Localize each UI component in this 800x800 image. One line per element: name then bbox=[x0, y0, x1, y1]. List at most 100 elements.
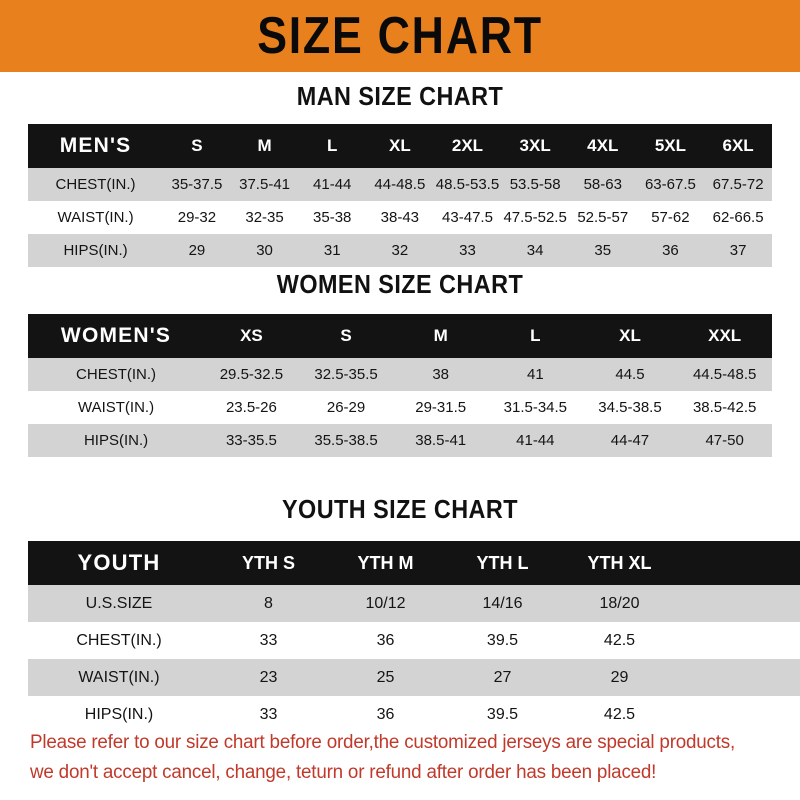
men-cell: 35-37.5 bbox=[171, 176, 223, 193]
youth-cell: 42.5 bbox=[603, 631, 636, 649]
footer-disclaimer-line-2: we don't accept cancel, change, teturn o… bbox=[30, 762, 657, 783]
women-cell: 44.5 bbox=[615, 366, 645, 383]
youth-cell: 18/20 bbox=[599, 594, 640, 612]
men-cell: 47.5-52.5 bbox=[503, 209, 567, 226]
women-size-table: WOMEN'S XS S M L XL XXL CHEST(IN.) 29.5-… bbox=[28, 314, 772, 457]
women-cell: 23.5-26 bbox=[225, 399, 277, 416]
men-cell: 36 bbox=[662, 242, 679, 259]
footer-disclaimer: Please refer to our size chart before or… bbox=[30, 728, 782, 788]
men-column-header: M bbox=[257, 136, 272, 155]
youth-row-label-header: YOUTH bbox=[77, 550, 161, 575]
youth-cell: 10/12 bbox=[365, 594, 406, 612]
women-row-label: HIPS(IN.) bbox=[83, 432, 149, 449]
youth-cell: 36 bbox=[376, 631, 395, 649]
men-section-title: MAN SIZE CHART bbox=[296, 81, 504, 111]
men-cell: 38-43 bbox=[380, 209, 420, 226]
youth-cell: 33 bbox=[259, 631, 278, 649]
table-row: CHEST(IN.) 35-37.5 37.5-41 41-44 44-48.5… bbox=[28, 168, 772, 201]
youth-cell: 23 bbox=[259, 668, 278, 686]
footer-disclaimer-line-1: Please refer to our size chart before or… bbox=[30, 732, 736, 753]
men-size-chart-section: MAN SIZE CHART MEN'S S M L XL 2XL 3XL 4X… bbox=[28, 82, 772, 267]
women-column-header: XS bbox=[240, 326, 263, 345]
youth-cell: 8 bbox=[264, 594, 273, 612]
youth-row-label: WAIST(IN.) bbox=[78, 668, 160, 686]
men-cell: 52.5-57 bbox=[577, 209, 629, 226]
men-cell: 34 bbox=[526, 242, 544, 259]
men-cell: 32 bbox=[391, 242, 409, 259]
men-cell: 53.5-58 bbox=[509, 176, 561, 193]
youth-cell: 25 bbox=[376, 668, 395, 686]
table-row: CHEST(IN.) 33 36 39.5 42.5 bbox=[28, 622, 800, 659]
women-cell: 32.5-35.5 bbox=[314, 366, 378, 383]
table-row: HIPS(IN.) 33 36 39.5 42.5 bbox=[28, 696, 800, 733]
youth-column-header-spacer bbox=[678, 541, 800, 585]
men-column-header: 4XL bbox=[587, 136, 619, 155]
men-cell: 58-63 bbox=[583, 176, 622, 193]
youth-row-label: HIPS(IN.) bbox=[84, 705, 154, 723]
women-cell: 41 bbox=[526, 366, 544, 383]
men-cell: 43-47.5 bbox=[442, 209, 493, 226]
women-column-header: XXL bbox=[708, 326, 742, 345]
men-cell: 29 bbox=[188, 242, 206, 259]
table-row: HIPS(IN.) 33-35.5 35.5-38.5 38.5-41 41-4… bbox=[28, 424, 772, 457]
women-cell: 29.5-32.5 bbox=[219, 366, 284, 383]
youth-size-table: YOUTH YTH S YTH M YTH L YTH XL U.S.SIZE … bbox=[28, 541, 800, 733]
men-table-header-row: MEN'S S M L XL 2XL 3XL 4XL 5XL 6XL bbox=[28, 124, 772, 168]
men-cell: 41-44 bbox=[313, 176, 352, 193]
men-cell: 29-32 bbox=[177, 209, 217, 226]
men-cell: 44-48.5 bbox=[374, 176, 426, 193]
youth-cell-spacer bbox=[678, 585, 800, 622]
youth-section-title: YOUTH SIZE CHART bbox=[281, 494, 518, 524]
youth-column-header: YTH XL bbox=[587, 552, 652, 573]
table-row: HIPS(IN.) 29 30 31 32 33 34 35 36 37 bbox=[28, 234, 772, 267]
men-cell: 30 bbox=[256, 242, 273, 259]
women-row-label: CHEST(IN.) bbox=[76, 366, 157, 383]
men-column-header: XL bbox=[388, 136, 411, 155]
youth-cell: 27 bbox=[493, 668, 512, 686]
page-banner: SIZE CHART bbox=[0, 0, 800, 72]
men-row-label: HIPS(IN.) bbox=[63, 242, 128, 259]
table-row: CHEST(IN.) 29.5-32.5 32.5-35.5 38 41 44.… bbox=[28, 358, 772, 391]
men-cell: 57-62 bbox=[651, 209, 690, 226]
youth-cell: 33 bbox=[259, 705, 278, 723]
women-cell: 41-44 bbox=[516, 432, 555, 449]
youth-column-header: YTH L bbox=[476, 552, 529, 573]
men-column-header: 2XL bbox=[451, 136, 484, 155]
women-row-label: WAIST(IN.) bbox=[77, 399, 155, 416]
women-column-header: M bbox=[433, 326, 448, 345]
youth-cell: 39.5 bbox=[486, 705, 519, 723]
youth-column-header: YTH S bbox=[241, 552, 295, 573]
women-cell: 35.5-38.5 bbox=[314, 432, 378, 449]
men-cell: 67.5-72 bbox=[712, 176, 764, 193]
men-cell: 35-38 bbox=[313, 209, 352, 226]
men-cell: 63-67.5 bbox=[644, 176, 696, 193]
men-column-header: 5XL bbox=[654, 136, 686, 155]
men-cell: 62-66.5 bbox=[712, 209, 764, 226]
men-column-header: L bbox=[327, 136, 338, 155]
women-section-title: WOMEN SIZE CHART bbox=[276, 269, 524, 299]
youth-cell: 29 bbox=[610, 668, 629, 686]
women-cell: 38.5-42.5 bbox=[692, 399, 757, 416]
women-size-chart-section: WOMEN SIZE CHART WOMEN'S XS S M L XL XXL bbox=[28, 270, 772, 457]
men-row-label: CHEST(IN.) bbox=[55, 176, 136, 193]
table-row: WAIST(IN.) 23.5-26 26-29 29-31.5 31.5-34… bbox=[28, 391, 772, 424]
table-row: WAIST(IN.) 29-32 32-35 35-38 38-43 43-47… bbox=[28, 201, 772, 234]
youth-table-header-row: YOUTH YTH S YTH M YTH L YTH XL bbox=[28, 541, 800, 585]
women-column-header: L bbox=[530, 326, 541, 345]
women-table-header-row: WOMEN'S XS S M L XL XXL bbox=[28, 314, 772, 358]
women-column-header: XL bbox=[619, 326, 641, 345]
men-cell: 32-35 bbox=[245, 209, 284, 226]
men-cell: 31 bbox=[323, 242, 341, 259]
page-title: SIZE CHART bbox=[257, 7, 543, 65]
women-cell: 31.5-34.5 bbox=[503, 399, 568, 416]
men-cell: 48.5-53.5 bbox=[435, 176, 500, 193]
youth-column-header: YTH M bbox=[357, 552, 414, 573]
table-row: U.S.SIZE 8 10/12 14/16 18/20 bbox=[28, 585, 800, 622]
table-row: WAIST(IN.) 23 25 27 29 bbox=[28, 659, 800, 696]
men-size-table: MEN'S S M L XL 2XL 3XL 4XL 5XL 6XL CHEST… bbox=[28, 124, 772, 267]
women-cell: 34.5-38.5 bbox=[598, 399, 662, 416]
women-cell: 26-29 bbox=[326, 399, 366, 416]
women-row-label-header: WOMEN'S bbox=[60, 324, 172, 347]
men-cell: 35 bbox=[594, 242, 612, 259]
women-cell: 29-31.5 bbox=[415, 399, 467, 416]
